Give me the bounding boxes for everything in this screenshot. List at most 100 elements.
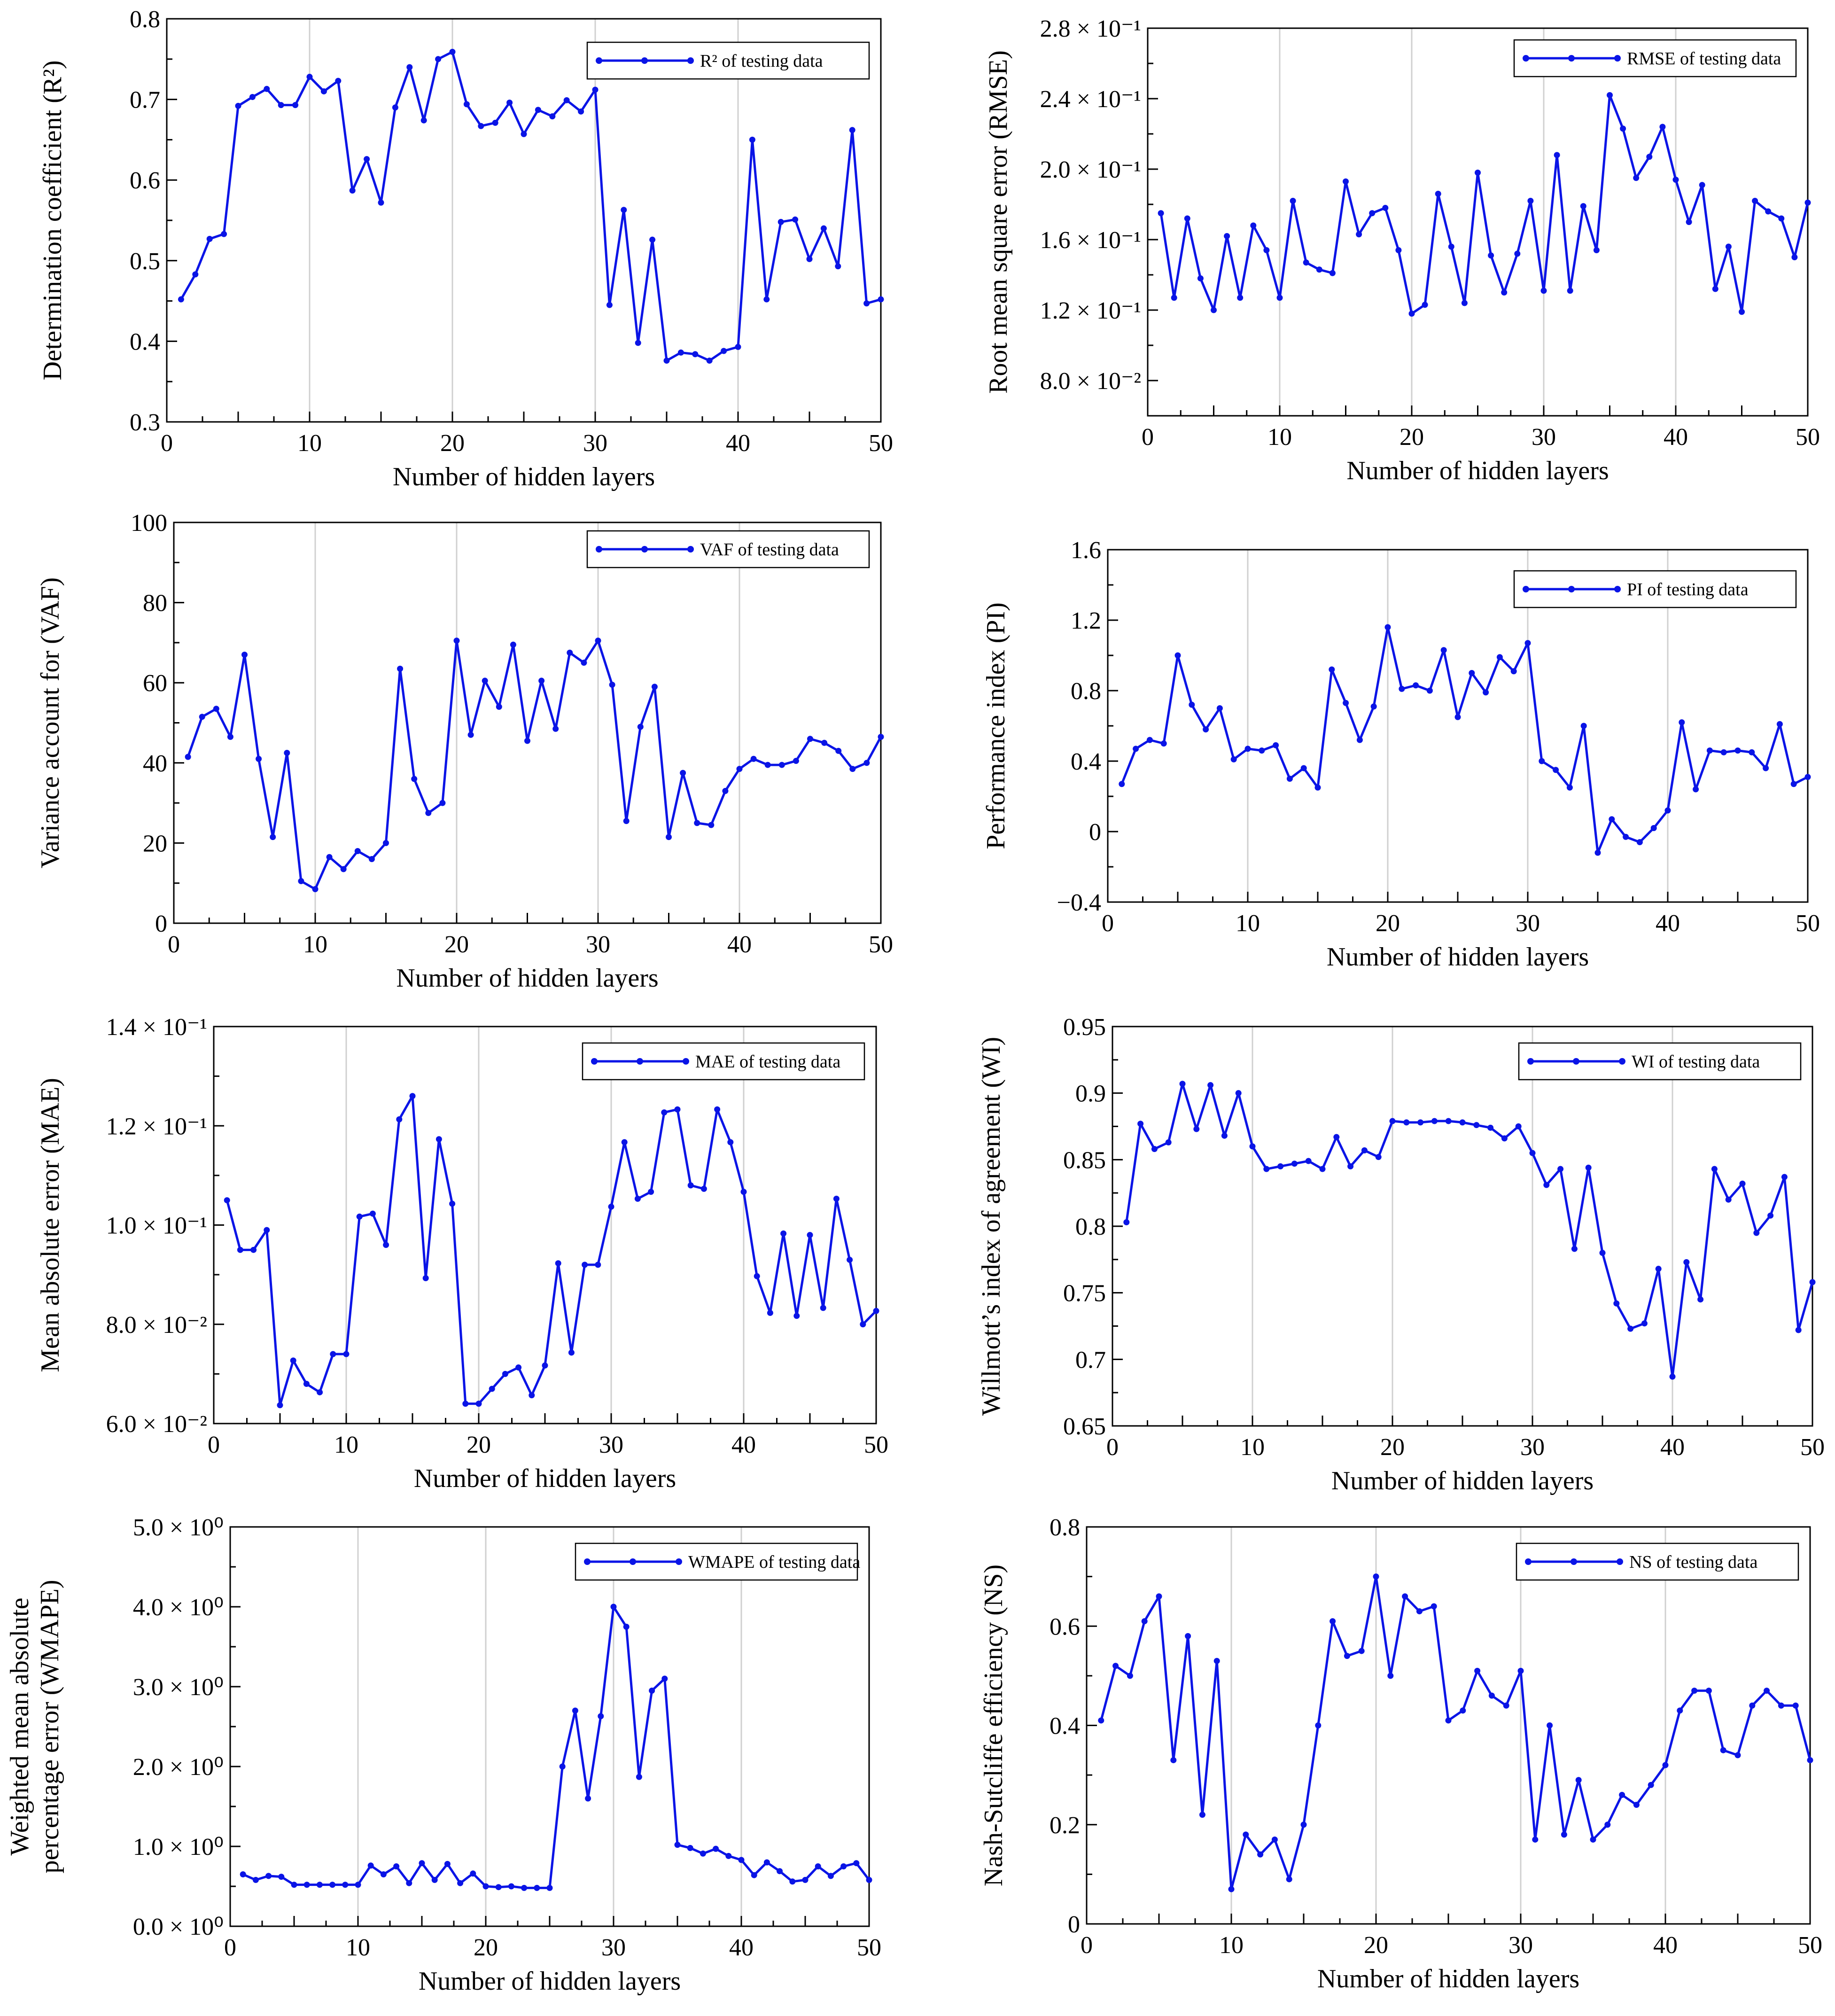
vaf-data-point — [567, 649, 573, 656]
rmse-y-tick-label: 1.2 × 10⁻¹ — [1040, 297, 1141, 324]
ns-data-point — [1170, 1757, 1177, 1763]
rmse-data-point — [1686, 219, 1692, 225]
vaf-data-point — [609, 681, 615, 688]
ns-legend-marker — [1571, 1558, 1577, 1565]
r2-data-point — [420, 117, 427, 124]
pi-data-point — [1650, 825, 1657, 831]
ns-data-point — [1764, 1688, 1770, 1694]
r2-data-point — [792, 216, 799, 223]
wi-data-point — [1529, 1150, 1536, 1156]
rmse-x-tick-label: 40 — [1664, 424, 1688, 451]
mae-data-point — [873, 1308, 879, 1314]
wi-data-point — [1347, 1163, 1354, 1169]
r2-data-point — [506, 99, 513, 106]
wi-x-tick-label: 0 — [1106, 1434, 1119, 1461]
vaf-data-point — [595, 638, 601, 644]
vaf-data-point — [284, 749, 290, 756]
rmse-data-point — [1329, 270, 1336, 276]
wi-data-point — [1361, 1147, 1368, 1153]
wi-x-tick-label: 50 — [1800, 1434, 1825, 1461]
vaf-y-tick-label: 40 — [143, 750, 167, 777]
r2-legend: R² of testing data — [586, 41, 870, 80]
vaf-data-point — [524, 738, 530, 744]
vaf-data-point — [199, 714, 205, 720]
ns-y-tick-label: 0.6 — [1050, 1613, 1080, 1640]
pi-data-point — [1384, 624, 1391, 630]
wmape-panel: 0 10 20 30 40 50 0.0 × 10⁰ 1.0 × 10⁰ 2.0 × 10⁰ 3.… — [5, 1514, 881, 1996]
wmape-data-point — [687, 1845, 693, 1851]
vaf-legend-marker — [687, 546, 694, 553]
pi-data-point — [1804, 774, 1811, 780]
wi-x-tick-label: 10 — [1240, 1434, 1265, 1461]
pi-data-point — [1300, 765, 1307, 771]
rmse-y-tick-label: 8.0 × 10⁻² — [1040, 368, 1141, 395]
wmape-x-tick-label: 20 — [474, 1934, 498, 1961]
mae-x-tick-label: 40 — [731, 1432, 756, 1458]
wmape-data-point — [431, 1876, 438, 1883]
mae-data-point — [568, 1349, 575, 1356]
vaf-legend-marker — [596, 546, 602, 553]
ns-data-point — [1633, 1802, 1640, 1808]
r2-data-point — [806, 256, 813, 262]
wmape-data-point — [649, 1688, 655, 1694]
ns-data-point — [1156, 1593, 1162, 1600]
mae-data-point — [396, 1116, 403, 1123]
wi-data-point — [1403, 1119, 1410, 1126]
rmse-legend-marker — [1568, 55, 1575, 62]
pi-data-point — [1734, 747, 1741, 754]
wi-y-tick-label: 0.95 — [1063, 1014, 1106, 1041]
wi-x-tick-label: 40 — [1660, 1434, 1685, 1461]
wi-data-point — [1417, 1119, 1424, 1126]
wmape-data-point — [419, 1860, 425, 1867]
rmse-data-point — [1739, 309, 1745, 315]
rmse-data-point — [1435, 191, 1441, 197]
mae-data-point — [634, 1196, 641, 1202]
r2-data-point — [663, 358, 670, 364]
r2-data-point — [606, 302, 613, 308]
wmape-data-point — [840, 1863, 847, 1869]
wi-data-point — [1165, 1139, 1172, 1145]
wmape-y-tick-label: 2.0 × 10⁰ — [133, 1754, 224, 1781]
r2-x-tick-label: 0 — [161, 430, 173, 457]
r2-data-point — [406, 64, 413, 70]
vaf-data-point — [764, 762, 771, 768]
wi-data-point — [1781, 1174, 1788, 1180]
wi-data-point — [1683, 1259, 1690, 1265]
wmape-data-point — [291, 1882, 297, 1888]
wi-y-axis-title: Willmott’s index of agreement (WI) — [977, 1037, 1006, 1416]
rmse-data-point — [1791, 254, 1798, 260]
rmse-data-point — [1343, 178, 1349, 185]
ns-data-point — [1199, 1812, 1205, 1818]
mae-x-tick-label: 50 — [864, 1432, 888, 1458]
vaf-y-tick-label: 80 — [143, 590, 167, 617]
ns-data-point — [1431, 1603, 1437, 1610]
rmse-legend-label: RMSE of testing data — [1627, 49, 1781, 69]
wmape-data-point — [278, 1874, 285, 1880]
wmape-data-point — [240, 1871, 246, 1877]
mae-data-point — [502, 1370, 508, 1377]
vaf-data-point — [708, 822, 715, 828]
rmse-data-point — [1224, 233, 1230, 239]
mae-data-point — [860, 1321, 866, 1328]
r2-panel: 0 10 20 30 40 50 0.3 0.4 0.5 0.6 0.7 0.8 Number of h… — [38, 6, 893, 491]
wmape-data-point — [546, 1884, 553, 1891]
mae-data-point — [621, 1139, 628, 1145]
rmse-y-tick-label: 2.0 × 10⁻¹ — [1040, 156, 1141, 183]
mae-x-tick-label: 0 — [208, 1432, 220, 1458]
vaf-data-point — [326, 854, 333, 860]
pi-y-tick-label: −0.4 — [1057, 889, 1101, 916]
ns-data-point — [1127, 1673, 1133, 1679]
rmse-data-point — [1237, 295, 1244, 301]
r2-x-tick-label: 40 — [726, 430, 750, 457]
vaf-data-point — [793, 758, 799, 764]
rmse-data-point — [1316, 266, 1322, 273]
vaf-data-point — [666, 834, 672, 841]
wi-data-point — [1193, 1126, 1200, 1132]
wmape-data-point — [713, 1845, 719, 1852]
wi-data-point — [1739, 1180, 1746, 1187]
r2-data-point — [521, 131, 527, 137]
pi-x-tick-label: 20 — [1376, 910, 1400, 937]
r2-data-point — [749, 136, 755, 143]
ns-data-point — [1286, 1876, 1292, 1883]
